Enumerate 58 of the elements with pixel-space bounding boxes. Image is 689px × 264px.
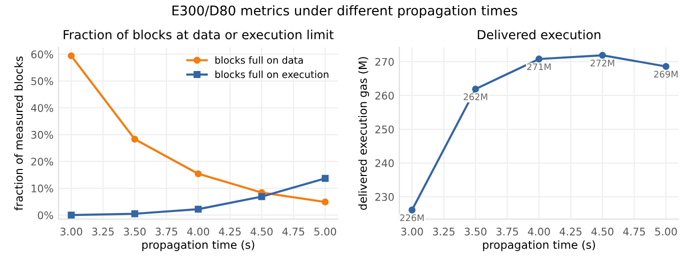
x-tick-label: 3.00 xyxy=(401,228,423,236)
point xyxy=(322,174,329,182)
x-tick-label: 4.50 xyxy=(250,228,273,236)
x-tick-label: 3.00 xyxy=(60,228,82,236)
point xyxy=(131,210,138,218)
x-tick-label: 3.50 xyxy=(464,228,486,236)
data-label: 272M xyxy=(590,60,614,66)
y-tick-label: 250 xyxy=(375,125,394,134)
y-axis-title: delivered execution gas (M) xyxy=(358,57,370,210)
y-tick-label: 0% xyxy=(38,211,54,220)
x-tick-label: 5.00 xyxy=(655,228,677,236)
data-label: 269M xyxy=(654,70,678,78)
chart-title: Fraction of blocks at data or execution limit xyxy=(64,30,334,40)
x-tick-label: 4.25 xyxy=(560,228,582,236)
legend-label: blocks full on data xyxy=(215,56,303,64)
point xyxy=(322,198,329,206)
x-tick-label: 3.50 xyxy=(124,228,146,236)
point xyxy=(68,52,75,60)
legend-label: blocks full on execution xyxy=(215,70,328,78)
point xyxy=(662,62,670,70)
y-tick-label: 60% xyxy=(31,50,54,58)
chart-title: Delivered execution xyxy=(478,30,600,40)
point xyxy=(599,52,606,59)
data-label: 262M xyxy=(464,93,488,100)
x-tick-label: 3.25 xyxy=(432,228,454,236)
x-axis-title: propagation time (s) xyxy=(483,240,595,252)
data-label: 271M xyxy=(527,63,551,70)
y-tick-label: 10% xyxy=(32,184,54,192)
y-axis-title: fraction of measured blocks xyxy=(14,56,23,210)
point xyxy=(68,212,75,219)
y-tick-label: 240 xyxy=(375,159,394,168)
point xyxy=(194,170,202,178)
point xyxy=(131,136,138,143)
x-tick-label: 3.75 xyxy=(156,228,178,236)
x-tick-label: 4.00 xyxy=(187,228,210,236)
x-axis-title: propagation time (s) xyxy=(142,240,254,252)
y-tick-label: 260 xyxy=(375,92,394,100)
point xyxy=(536,56,542,62)
x-tick-label: 4.00 xyxy=(528,228,550,236)
data-label: 226M xyxy=(400,214,424,222)
y-tick-label: 40% xyxy=(31,104,54,112)
y-tick-label: 20% xyxy=(31,158,54,166)
x-tick-label: 5.00 xyxy=(314,228,336,236)
x-tick-label: 4.75 xyxy=(623,228,645,236)
point xyxy=(194,206,202,213)
text: E300/D80 metrics under different propagation times xyxy=(172,5,518,18)
y-tick-label: 270 xyxy=(375,58,394,66)
y-tick-label: 30% xyxy=(31,130,54,139)
x-tick-label: 3.25 xyxy=(92,228,114,236)
x-tick-label: 4.75 xyxy=(282,228,304,236)
point xyxy=(472,86,479,93)
x-tick-label: 4.50 xyxy=(591,228,614,236)
x-tick-label: 3.75 xyxy=(496,228,518,236)
point xyxy=(258,193,266,200)
point xyxy=(408,206,416,214)
y-tick-label: 50% xyxy=(31,77,54,86)
x-tick-label: 4.25 xyxy=(218,228,241,236)
y-tick-label: 230 xyxy=(375,193,394,201)
